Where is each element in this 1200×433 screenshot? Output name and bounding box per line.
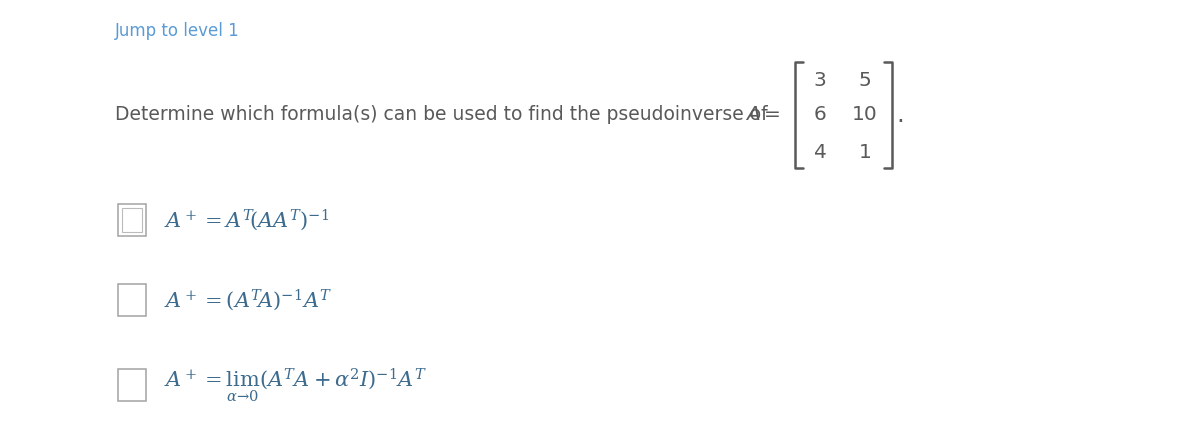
Text: 3: 3 — [814, 71, 827, 90]
Bar — [118, 284, 146, 316]
Text: 4: 4 — [814, 143, 827, 162]
Bar — [118, 369, 146, 401]
Text: $A^+ = A^T\!(AA^T)^{-1}$: $A^+ = A^T\!(AA^T)^{-1}$ — [164, 207, 329, 233]
Text: Determine which formula(s) can be used to find the pseudoinverse of: Determine which formula(s) can be used t… — [115, 106, 774, 125]
Text: $A^+ = (A^T\!A)^{-1}A^T$: $A^+ = (A^T\!A)^{-1}A^T$ — [164, 287, 332, 313]
Text: 1: 1 — [858, 143, 871, 162]
Text: $A =$: $A =$ — [745, 106, 780, 125]
Text: 6: 6 — [814, 106, 827, 125]
Text: 10: 10 — [852, 106, 878, 125]
Bar — [118, 204, 146, 236]
Text: 5: 5 — [859, 71, 871, 90]
Text: Jump to level 1: Jump to level 1 — [115, 22, 240, 40]
Text: $A^+ = \lim_{\alpha\to 0}(A^T\!A + \alpha^2 I)^{-1}A^T$: $A^+ = \lim_{\alpha\to 0}(A^T\!A + \alph… — [164, 366, 427, 404]
Bar — [122, 208, 142, 232]
Text: .: . — [896, 103, 904, 127]
